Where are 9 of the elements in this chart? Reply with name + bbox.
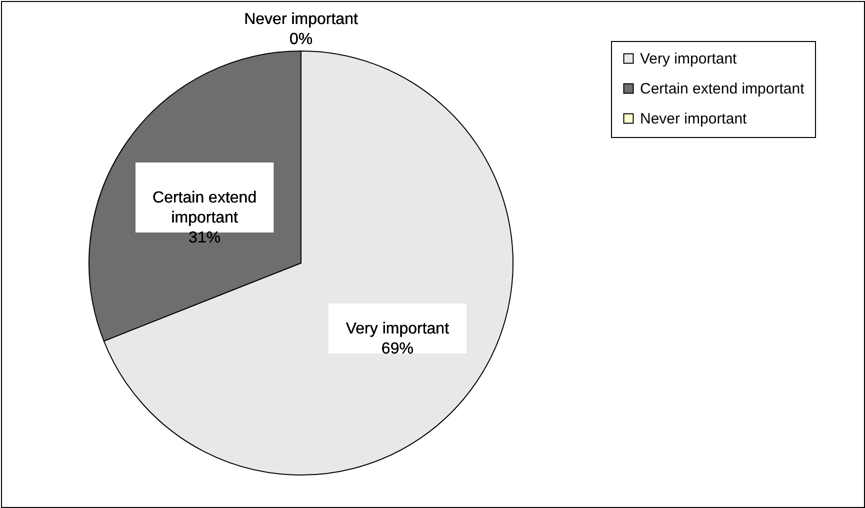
- data-label: 31%: [188, 229, 221, 246]
- text: 0%: [289, 31, 313, 48]
- data-label: 69%: [381, 340, 414, 358]
- category-label: Never important: [244, 11, 358, 28]
- legend-label: Never important: [640, 110, 748, 128]
- legend-label: Very important: [640, 50, 738, 68]
- legend-label: Certain extend important: [640, 80, 806, 98]
- slice-label: Very important: [346, 320, 450, 338]
- slice-label: Certain extend important: [152, 189, 257, 226]
